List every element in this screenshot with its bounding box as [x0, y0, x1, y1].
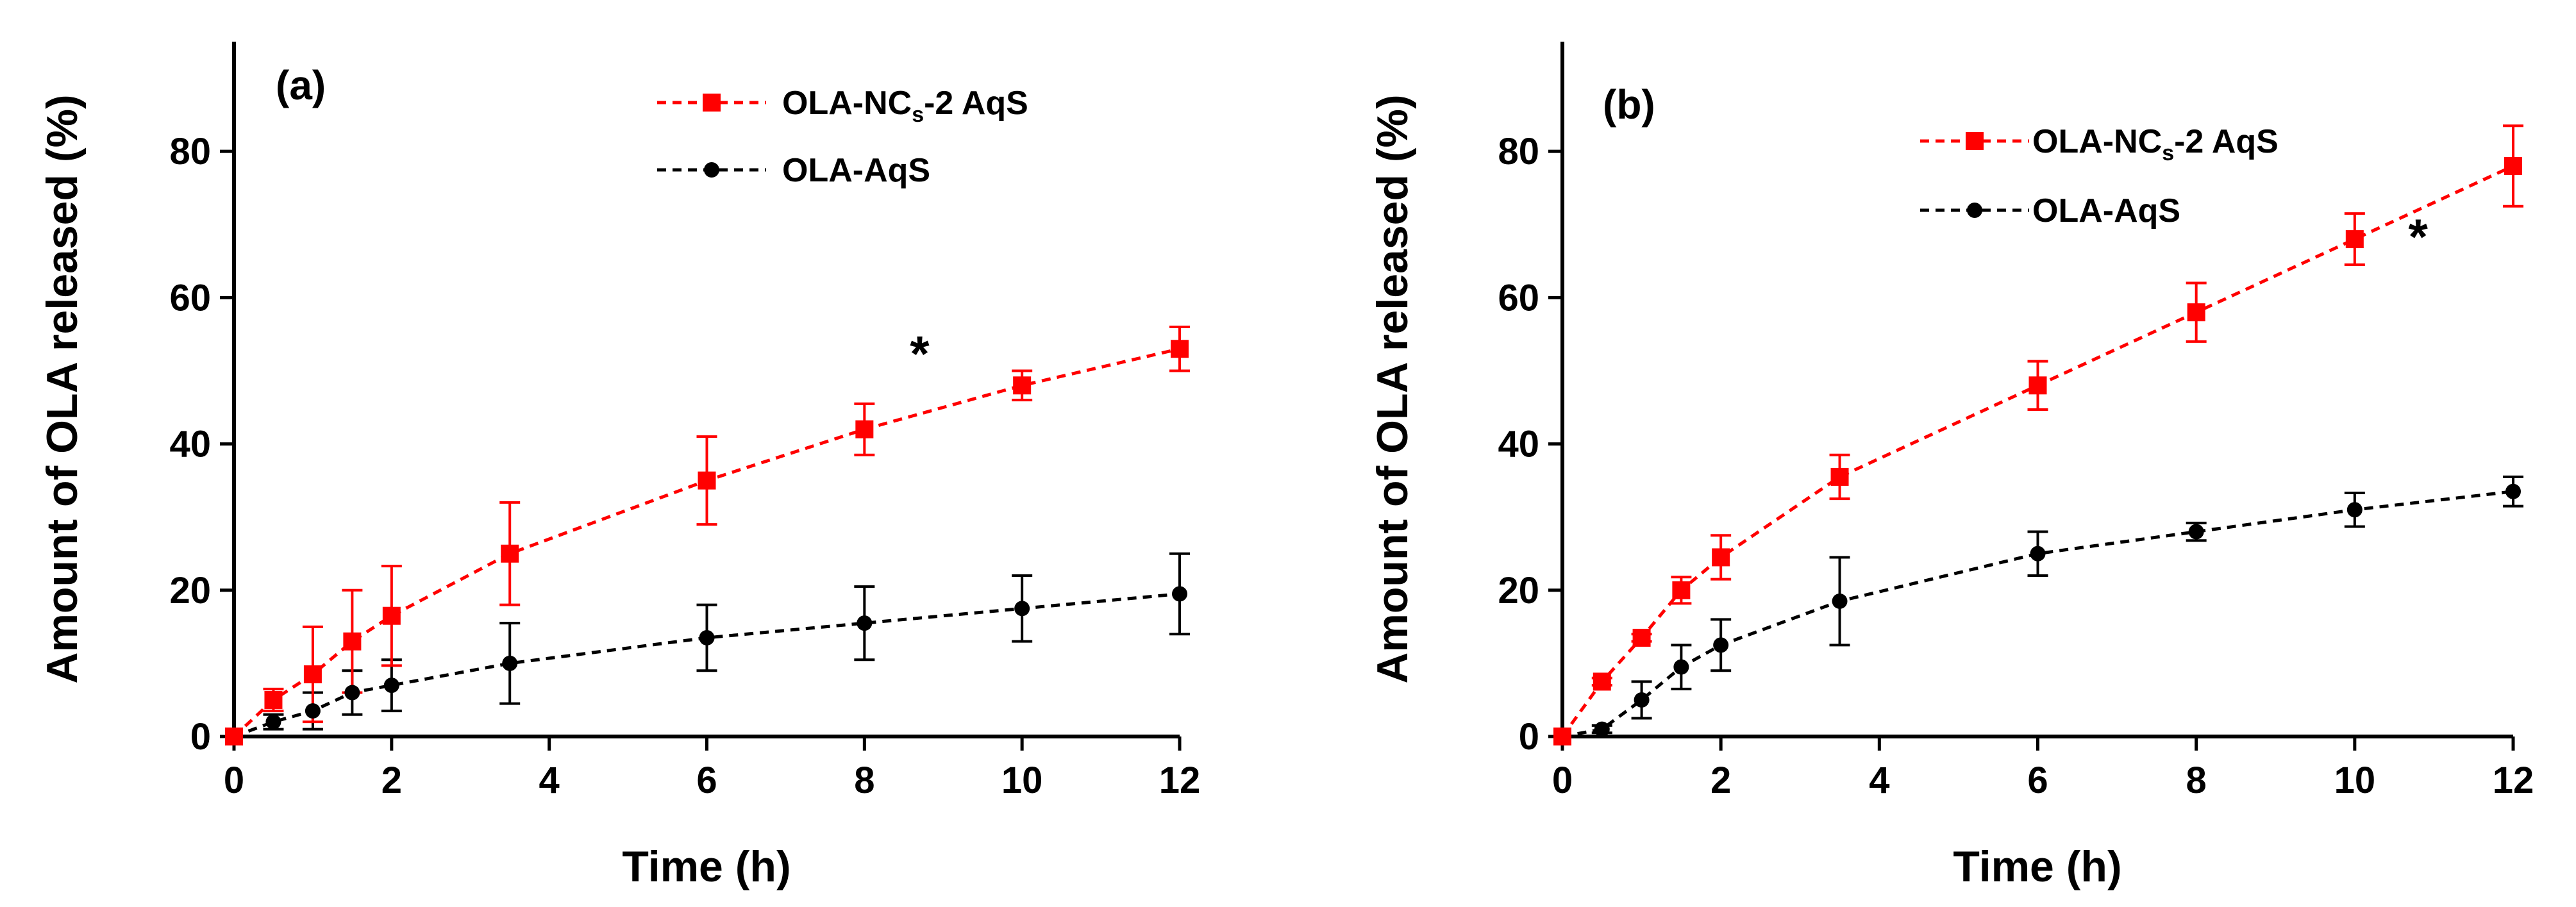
y-tick-label: 60	[1498, 277, 1539, 319]
panel-label: (b)	[1603, 81, 1655, 128]
series-line-red	[1560, 164, 2514, 738]
data-point	[264, 690, 283, 709]
y-tick-label: 0	[1519, 716, 1539, 758]
legend-label-black: OLA-AqS	[782, 152, 930, 189]
x-tick-label: 2	[1710, 760, 1731, 801]
x-tick-label: 12	[2493, 760, 2534, 801]
significance-asterisk: *	[2409, 208, 2429, 265]
x-tick-label: 6	[696, 760, 717, 801]
data-point	[2504, 156, 2522, 175]
data-point	[383, 678, 399, 694]
y-tick-label: 20	[169, 570, 211, 612]
data-point	[1672, 581, 1691, 599]
data-point	[855, 420, 874, 438]
data-point	[382, 606, 401, 625]
y-axis-title: Amount of OLA released (%)	[1368, 94, 1417, 683]
ticks: 0 2 4 6 8 10 12 0 20 40 60 80	[1498, 131, 2534, 801]
legend: OLA-NCs-2 AqS OLA-AqS	[657, 85, 1028, 189]
data-point	[1593, 672, 1611, 691]
legend-swatch-red	[657, 94, 766, 112]
x-tick-label: 6	[2027, 760, 2048, 801]
y-tick-label: 80	[169, 131, 211, 172]
data-markers	[225, 340, 1189, 745]
y-tick-label: 20	[1498, 570, 1539, 612]
x-tick-label: 12	[1159, 760, 1201, 801]
data-point	[1013, 376, 1032, 395]
x-tick-label: 4	[539, 760, 560, 801]
data-point	[699, 629, 715, 645]
y-tick-label: 0	[190, 716, 211, 758]
legend-swatch-black	[657, 162, 766, 178]
series-line-black	[1562, 490, 2514, 738]
legend-label-red: OLA-NCs-2 AqS	[2032, 123, 2279, 165]
data-markers	[1553, 156, 2522, 745]
error-bars	[263, 326, 1190, 731]
data-point	[303, 665, 322, 684]
x-tick-label: 0	[1552, 760, 1573, 801]
data-point	[1172, 586, 1187, 602]
data-point	[265, 714, 281, 730]
legend: OLA-NCs-2 AqS OLA-AqS	[1920, 123, 2279, 229]
series-lines	[1560, 164, 2514, 738]
significance-asterisk: *	[910, 325, 930, 381]
data-point	[698, 471, 716, 490]
data-point	[1673, 659, 1689, 675]
data-point	[1553, 728, 1571, 745]
legend-marker	[704, 162, 719, 178]
data-point	[2028, 376, 2047, 395]
x-tick-label: 2	[381, 760, 402, 801]
x-axis-title: Time (h)	[622, 842, 790, 891]
data-point	[2505, 483, 2521, 499]
y-axis-title: Amount of OLA released (%)	[38, 94, 87, 683]
data-point	[857, 615, 873, 631]
y-tick-label: 40	[169, 424, 211, 465]
x-tick-label: 0	[224, 760, 244, 801]
panel-label: (a)	[276, 62, 326, 108]
data-point	[2346, 502, 2363, 518]
data-point	[343, 632, 362, 651]
panel-b: 0 2 4 6 8 10 12 0 20 40 60 80 (b) Time (h) Amount o…	[1368, 42, 2534, 891]
data-point	[305, 703, 321, 719]
data-point	[1171, 340, 1189, 358]
data-point	[344, 685, 360, 701]
data-point	[2345, 230, 2364, 249]
series-line-black	[233, 592, 1180, 738]
legend-label-black: OLA-AqS	[2032, 192, 2180, 229]
legend-marker	[703, 94, 721, 112]
x-tick-label: 8	[2186, 760, 2207, 801]
data-point	[1634, 692, 1650, 708]
data-point	[1014, 601, 1030, 617]
legend-swatch-black	[1920, 203, 2029, 218]
x-axis-title: Time (h)	[1953, 842, 2121, 891]
data-point	[1830, 467, 1849, 486]
data-point	[1713, 637, 1729, 653]
y-tick-label: 40	[1498, 424, 1539, 465]
x-tick-label: 10	[2334, 760, 2376, 801]
y-tick-label: 60	[169, 277, 211, 319]
data-point	[2030, 545, 2046, 562]
y-tick-label: 80	[1498, 131, 1539, 172]
data-point	[225, 728, 243, 745]
data-point	[1712, 548, 1730, 567]
legend-marker	[1967, 203, 1982, 218]
data-point	[501, 544, 519, 563]
data-point	[1832, 593, 1848, 609]
data-point	[2188, 524, 2204, 540]
x-tick-label: 4	[1869, 760, 1889, 801]
x-tick-label: 8	[854, 760, 874, 801]
data-point	[2187, 303, 2205, 322]
legend-marker	[1966, 132, 1984, 150]
data-point	[502, 655, 518, 671]
series-line-red	[233, 347, 1180, 738]
data-point	[1594, 721, 1610, 737]
legend-swatch-red	[1920, 132, 2029, 150]
series-lines	[233, 347, 1180, 738]
ticks: 0 2 4 6 8 10 12 0 20 40 60 80	[169, 131, 1200, 801]
legend-label-red: OLA-NCs-2 AqS	[782, 85, 1028, 127]
panel-a: 0 2 4 6 8 10 12 0 20 40 60 80 (a) Time (h) Amount o…	[38, 42, 1200, 891]
data-point	[1632, 628, 1651, 647]
x-tick-label: 10	[1001, 760, 1043, 801]
